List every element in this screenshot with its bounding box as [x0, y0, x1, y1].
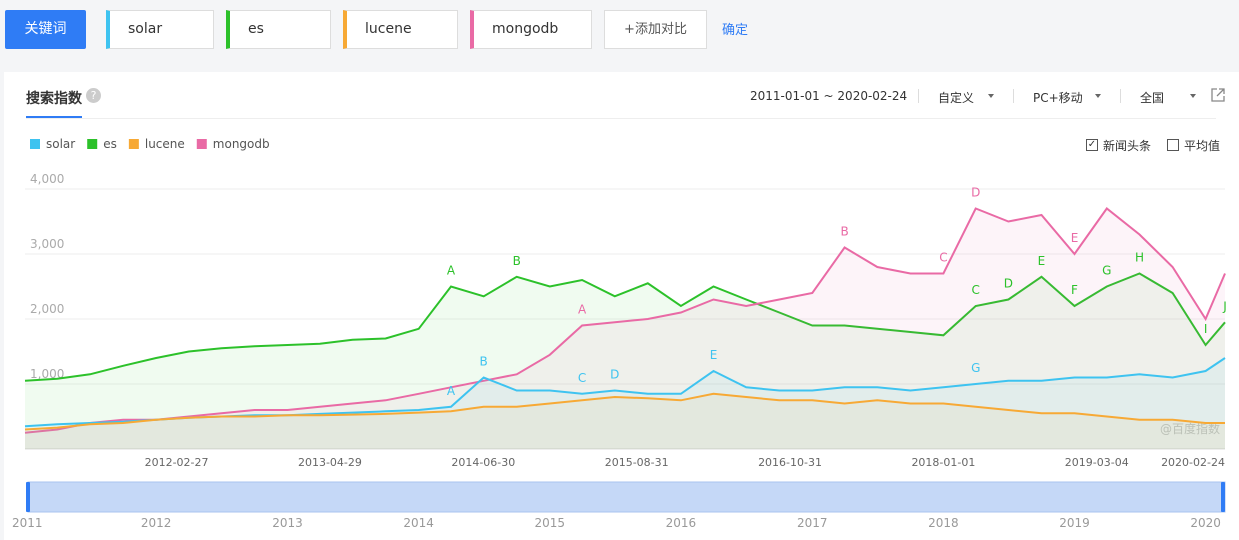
- x-tick-label: 2018-01-01: [911, 456, 975, 469]
- add-compare[interactable]: +添加对比: [604, 10, 707, 49]
- annotation: B: [480, 355, 488, 369]
- help-icon[interactable]: ?: [86, 88, 101, 103]
- tab[interactable]: 搜索指数: [26, 91, 82, 107]
- checkbox[interactable]: ✓: [1086, 139, 1098, 151]
- navigator-year: 2019: [1059, 516, 1090, 530]
- navigator-year: 2011: [12, 516, 43, 530]
- annotation: F: [1071, 283, 1078, 297]
- annotation: H: [1135, 251, 1144, 265]
- annotation: I: [1204, 322, 1208, 336]
- separator: [918, 89, 919, 103]
- navigator-year: 2018: [928, 516, 959, 530]
- legend-label: mongodb: [213, 137, 270, 151]
- keyword-input[interactable]: solar: [106, 10, 214, 49]
- annotation: D: [610, 368, 619, 382]
- annotation: C: [939, 251, 947, 265]
- annotation: D: [971, 186, 980, 200]
- x-tick-label: 2012-02-27: [145, 456, 209, 469]
- keyword-input[interactable]: lucene: [343, 10, 458, 49]
- dropdown-arrow: [1190, 94, 1196, 98]
- annotation: C: [578, 371, 586, 385]
- navigator-year: 2012: [141, 516, 172, 530]
- panel: 搜索指数 ? 2011-01-01 ~ 2020-02-24 自定义 PC+移动 全…: [4, 72, 1239, 540]
- series-area: [25, 358, 1225, 449]
- annotation: B: [513, 254, 521, 268]
- annotation: E: [1038, 254, 1046, 268]
- x-tick-label: 2020-02-24: [1161, 456, 1225, 469]
- y-tick-label: 2,000: [30, 302, 64, 316]
- legend-label: lucene: [145, 137, 185, 151]
- x-tick-label: 2013-04-29: [298, 456, 362, 469]
- y-tick-label: 1,000: [30, 367, 64, 381]
- x-tick-label: 2016-10-31: [758, 456, 822, 469]
- annotation: E: [710, 348, 718, 362]
- navigator-year: 2016: [666, 516, 697, 530]
- legend-label: solar: [46, 137, 75, 151]
- export-icon[interactable]: [1211, 88, 1225, 102]
- annotation: G: [971, 361, 980, 375]
- legend-swatch: [196, 139, 207, 149]
- checkbox-label[interactable]: 新闻头条: [1103, 139, 1152, 153]
- keyword-button[interactable]: 关键词: [5, 10, 86, 49]
- y-tick-label: 4,000: [30, 172, 64, 186]
- dropdown[interactable]: 自定义: [938, 91, 975, 105]
- tab-underline: [26, 116, 82, 118]
- navigator-handle: [26, 482, 30, 512]
- watermark: @百度指数: [1160, 421, 1220, 436]
- annotation: D: [1004, 277, 1013, 291]
- keyword-input[interactable]: es: [226, 10, 331, 49]
- series-area: [25, 273, 1225, 449]
- navigator-year: 2017: [797, 516, 828, 530]
- separator: [1013, 89, 1014, 103]
- series-line: [24, 272, 1226, 382]
- series-area: [25, 393, 1225, 449]
- annotation: J: [1222, 299, 1227, 313]
- dropdown-arrow: [988, 94, 994, 98]
- annotation: A: [578, 303, 587, 317]
- legend-label: es: [103, 137, 117, 151]
- separator: [1120, 89, 1121, 103]
- annotation: C: [972, 283, 980, 297]
- navigator-year: 2020: [1190, 516, 1221, 530]
- navigator-handle: [1221, 482, 1225, 512]
- navigator-year: 2013: [272, 516, 303, 530]
- confirm[interactable]: 确定: [722, 23, 749, 38]
- navigator: [27, 481, 1226, 513]
- annotation: G: [1102, 264, 1111, 278]
- y-tick-label: 3,000: [30, 237, 64, 251]
- legend-swatch: [87, 139, 98, 149]
- annotation: A: [447, 384, 456, 398]
- series-line: [24, 392, 1225, 431]
- navigator-year: 2014: [403, 516, 434, 530]
- divider: [26, 118, 1216, 119]
- legend-swatch: [128, 139, 139, 149]
- keyword-input[interactable]: mongodb: [470, 10, 592, 49]
- annotation: B: [841, 225, 849, 239]
- dropdown[interactable]: PC+移动: [1033, 91, 1083, 105]
- annotation: A: [447, 264, 456, 278]
- series-line: [24, 207, 1226, 434]
- x-tick-label: 2015-08-31: [605, 456, 669, 469]
- legend-swatch: [30, 139, 40, 149]
- checkbox[interactable]: [1167, 139, 1179, 151]
- navigator-year: 2015: [534, 516, 565, 530]
- checkbox-label[interactable]: 平均值: [1184, 139, 1221, 153]
- dropdown-arrow: [1095, 94, 1101, 98]
- x-tick-label: 2014-06-30: [451, 456, 515, 469]
- dropdown[interactable]: 全国: [1140, 91, 1165, 105]
- date-range[interactable]: 2011-01-01 ~ 2020-02-24: [750, 89, 908, 103]
- annotation: E: [1071, 231, 1079, 245]
- x-tick-label: 2019-03-04: [1065, 456, 1129, 469]
